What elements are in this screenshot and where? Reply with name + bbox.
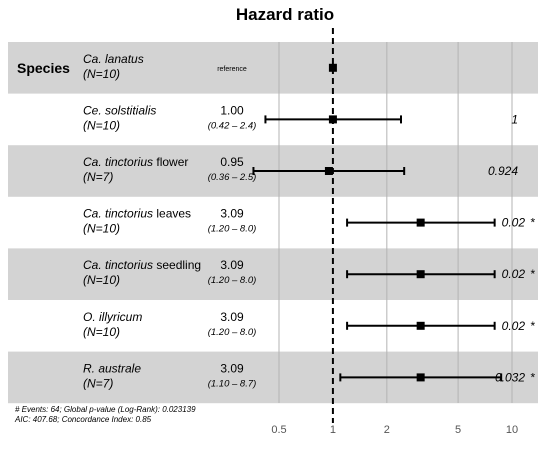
species-n: (N=7) (83, 170, 113, 184)
chart-title: Hazard ratio (236, 5, 334, 24)
species-n: (N=10) (83, 118, 120, 132)
ci-value: (0.42 – 2.4) (208, 120, 257, 131)
forest-row: Ca. tinctorius flower(N=7)0.95(0.36 – 2.… (83, 155, 518, 184)
p-value: 1 (511, 112, 518, 126)
hr-value: 1.00 (220, 103, 244, 117)
forest-row: R. australe(N=7) 3.09 (1.10 – 8.7) 0.032 * (83, 361, 535, 390)
p-value-label: 1 (511, 112, 518, 126)
ci-value: (1.10 – 8.7) (208, 378, 257, 389)
species-label: R. australe (83, 361, 141, 375)
hr-value: 0.95 (220, 155, 244, 169)
species-name: Ce. solstitialis (83, 103, 156, 117)
ci-value: (1.20 – 8.0) (208, 224, 257, 235)
species-label: Ce. solstitialis (83, 103, 156, 117)
p-value: 0.032 (495, 370, 525, 384)
forest-row: Ca. tinctorius leaves(N=10)3.09(1.20 – 8… (83, 207, 535, 236)
hr-value: 3.09 (220, 310, 244, 324)
species-qualifier: seedling (153, 258, 201, 272)
species-n: (N=10) (83, 67, 120, 81)
significance-star: * (530, 319, 535, 333)
species-n: (N=10) (83, 325, 120, 339)
reference-label: reference (217, 66, 247, 73)
species-name: Ca. tinctorius (83, 155, 153, 169)
hr-value: 3.09 (220, 361, 244, 375)
hr-point (416, 218, 425, 227)
species-n: (N=10) (83, 273, 120, 287)
ci-value: (1.20 – 8.0) (208, 275, 257, 286)
species-name: Ca. tinctorius (83, 207, 153, 221)
hr-point (324, 167, 333, 175)
species-qualifier: leaves (153, 207, 191, 221)
p-value-label: 0.02 (502, 267, 526, 281)
hr-value: 3.09 (220, 207, 244, 221)
p-value: 0.02 (502, 319, 526, 333)
species-name: O. illyricum (83, 310, 142, 324)
species-name: Ca. lanatus (83, 52, 144, 66)
hr-point (328, 63, 337, 72)
p-value: 0.02 (502, 216, 526, 230)
p-value-label: 0.02 (502, 216, 526, 230)
forest-row: Ca. tinctorius seedling(N=10)3.09(1.20 –… (83, 258, 535, 287)
species-name: R. australe (83, 361, 141, 375)
footer-aic: AIC: 407.68; Concordance Index: 0.85 (14, 415, 152, 424)
forest-row: Ce. solstitialis(N=10) 1.00 (0.42 – 2.4) 1 (83, 103, 518, 132)
row-band (8, 42, 538, 94)
significance-star: * (530, 370, 535, 384)
species-name: Ca. tinctorius (83, 258, 153, 272)
x-tick-label: 2 (384, 424, 390, 436)
hr-point (416, 373, 425, 382)
species-label: Ca. tinctorius seedling (83, 258, 201, 272)
x-axis-tick-labels: 0.5 1 2 5 10 (271, 424, 518, 436)
p-value-label: 0.924 (488, 164, 518, 178)
hr-value: 3.09 (220, 258, 244, 272)
significance-star: * (530, 267, 535, 281)
forest-row: Ca. lanatus(N=10) reference (83, 52, 337, 81)
ci-value: (0.36 – 2.5) (208, 172, 257, 183)
significance-star: * (530, 216, 535, 230)
hr-point (416, 270, 425, 279)
p-value-label: 0.032 (495, 370, 525, 384)
p-value: 0.02 (502, 267, 526, 281)
x-tick-label: 1 (330, 424, 336, 436)
species-label: Ca. lanatus (83, 52, 144, 66)
species-label: O. illyricum (83, 310, 142, 324)
species-column-header: Species (17, 60, 70, 76)
species-qualifier: flower (153, 155, 188, 169)
footer-events: # Events: 64; Global p-value (Log-Rank):… (15, 405, 196, 414)
species-label: Ca. tinctorius leaves (83, 207, 191, 221)
x-tick-label: 5 (455, 424, 461, 436)
hr-point (416, 321, 425, 330)
ci-value: (1.20 – 8.0) (208, 327, 257, 338)
species-n: (N=7) (83, 376, 113, 390)
species-label: Ca. tinctorius flower (83, 155, 188, 169)
p-value: 0.924 (488, 164, 518, 178)
p-value-label: 0.02 (502, 319, 526, 333)
species-n: (N=10) (83, 222, 120, 236)
forest-row: O. illyricum(N=10) 3.09 (1.20 – 8.0) 0.02 * (83, 310, 535, 339)
x-tick-label: 10 (506, 424, 518, 436)
x-tick-label: 0.5 (271, 424, 286, 436)
